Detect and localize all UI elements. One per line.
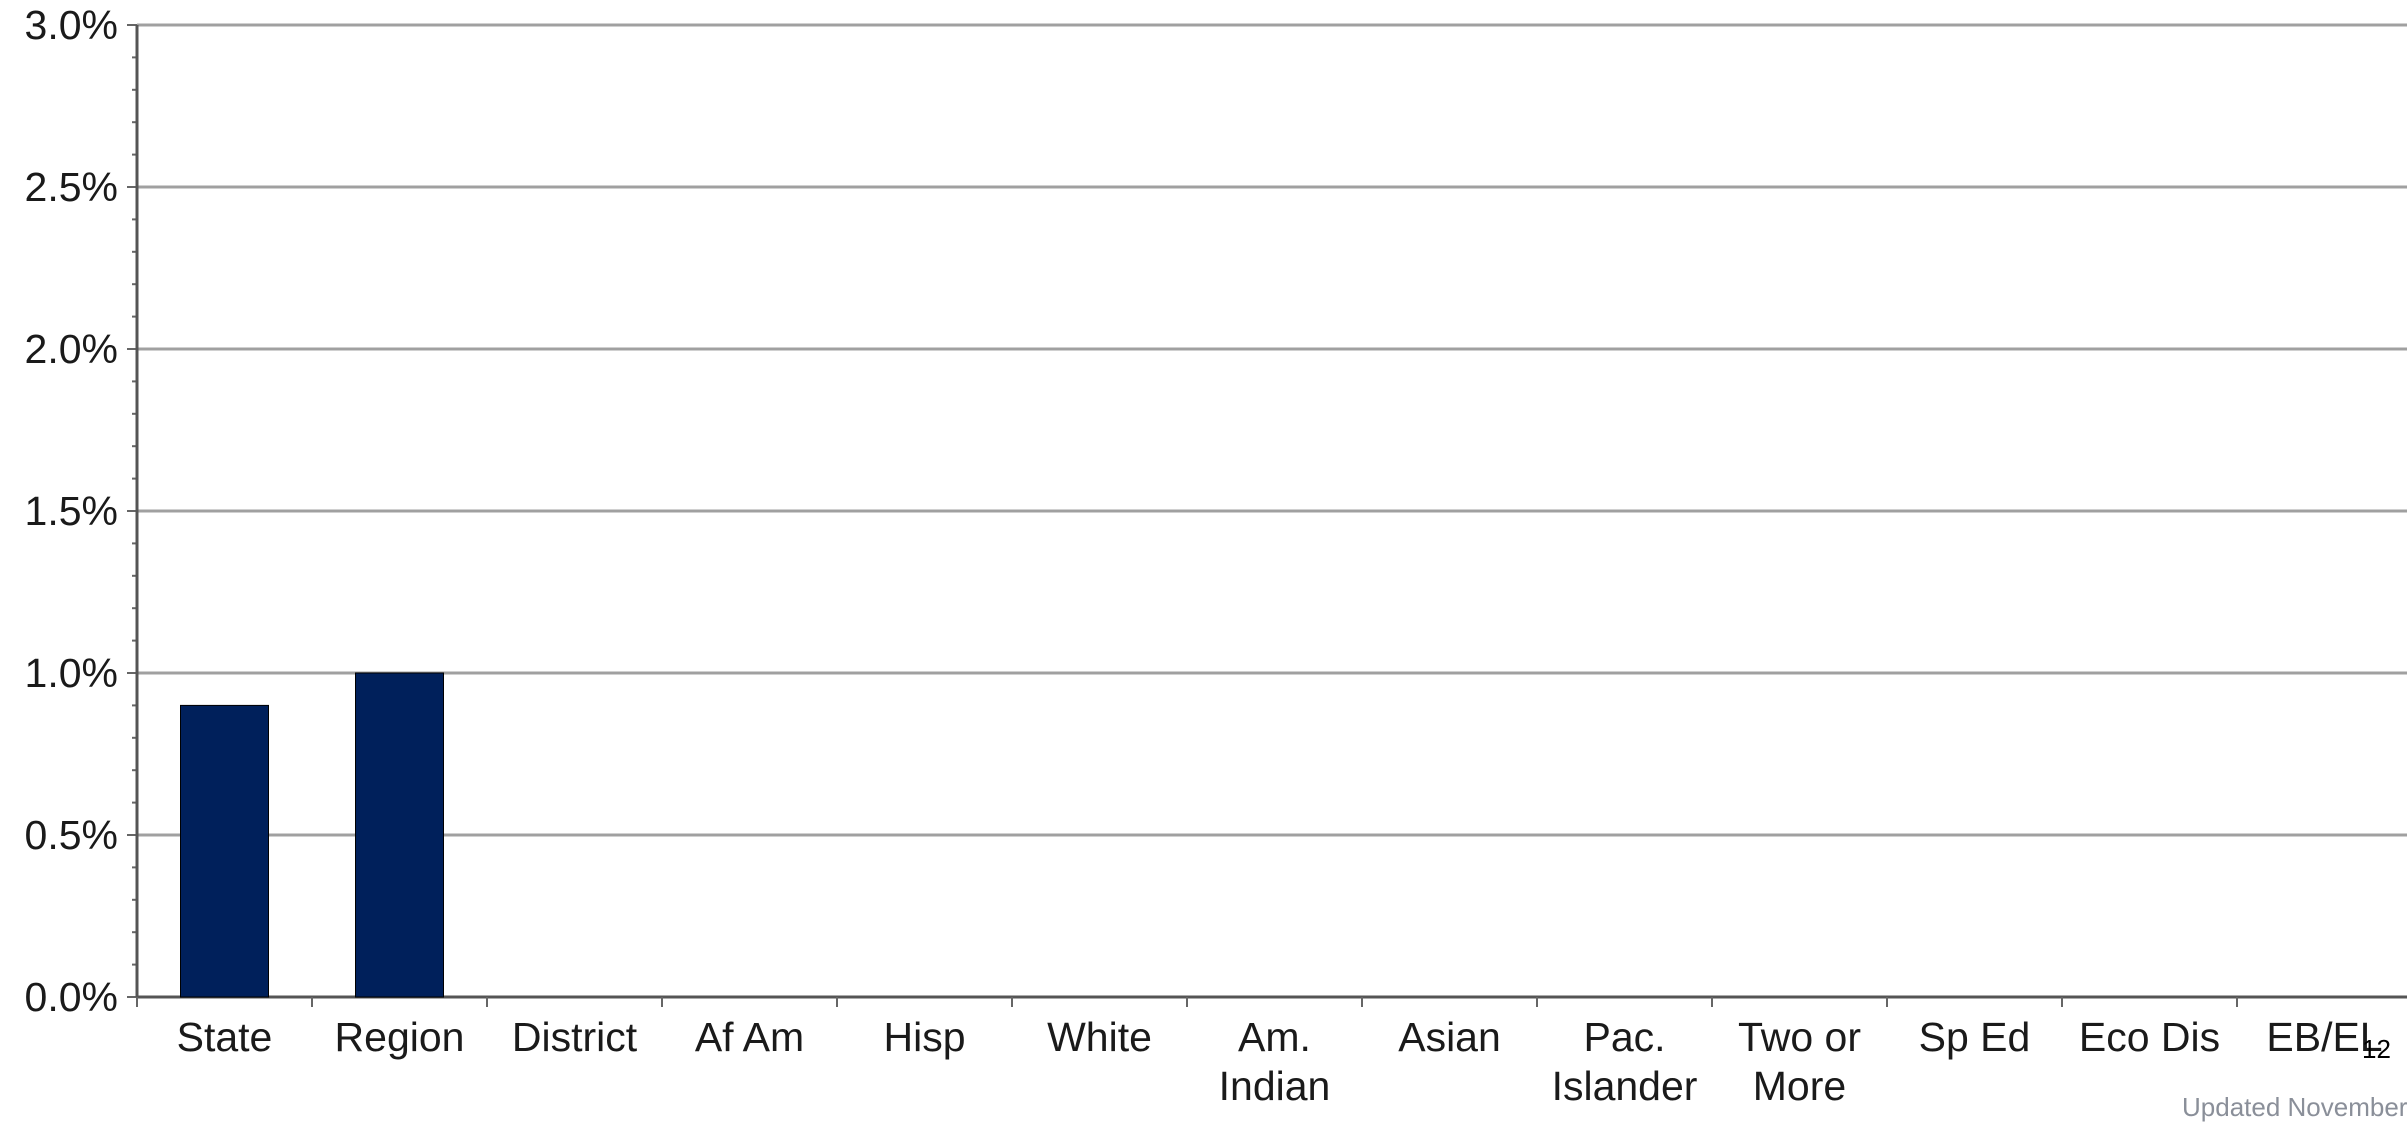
- y-tick-label: 1.5%: [25, 488, 118, 534]
- x-category-label: EB/EL: [2266, 1014, 2382, 1060]
- bars: [180, 672, 444, 998]
- y-tick-label: 1.0%: [25, 650, 118, 696]
- x-category-label: Pac. Islander: [1552, 1014, 1698, 1109]
- y-tick-labels: 0.0% 0.5% 1.0% 1.5% 2.0% 2.5% 3.0%: [25, 2, 118, 1020]
- x-category-label: Region: [335, 1014, 465, 1060]
- bar-region: [355, 672, 444, 998]
- y-tick-label: 2.0%: [25, 326, 118, 372]
- y-tick-label: 0.5%: [25, 812, 118, 858]
- x-category-label: Eco Dis: [2079, 1014, 2220, 1060]
- bar-state: [180, 704, 269, 998]
- y-tick-label: 3.0%: [25, 2, 118, 48]
- x-category-label: Af Am: [695, 1014, 804, 1060]
- y-tick-label: 2.5%: [25, 164, 118, 210]
- x-category-label: Asian: [1398, 1014, 1501, 1060]
- x-category-label: Sp Ed: [1919, 1014, 2031, 1060]
- x-category-label: District: [512, 1014, 638, 1060]
- x-category-label: Hisp: [883, 1014, 965, 1060]
- x-category-label: Two or More: [1738, 1014, 1861, 1109]
- x-category-label: White: [1047, 1014, 1152, 1060]
- y-tick-label: 0.0%: [25, 974, 118, 1020]
- x-category-label: Am. Indian: [1219, 1014, 1331, 1109]
- x-category-labels: State Region District Af Am Hisp White Am. Indi…: [177, 1014, 2383, 1109]
- page-number: 12: [2362, 1034, 2391, 1064]
- axes: [127, 24, 2407, 1007]
- gridlines: [137, 23, 2407, 837]
- x-category-label: State: [177, 1014, 273, 1060]
- footer-note: Updated November: [2182, 1092, 2407, 1122]
